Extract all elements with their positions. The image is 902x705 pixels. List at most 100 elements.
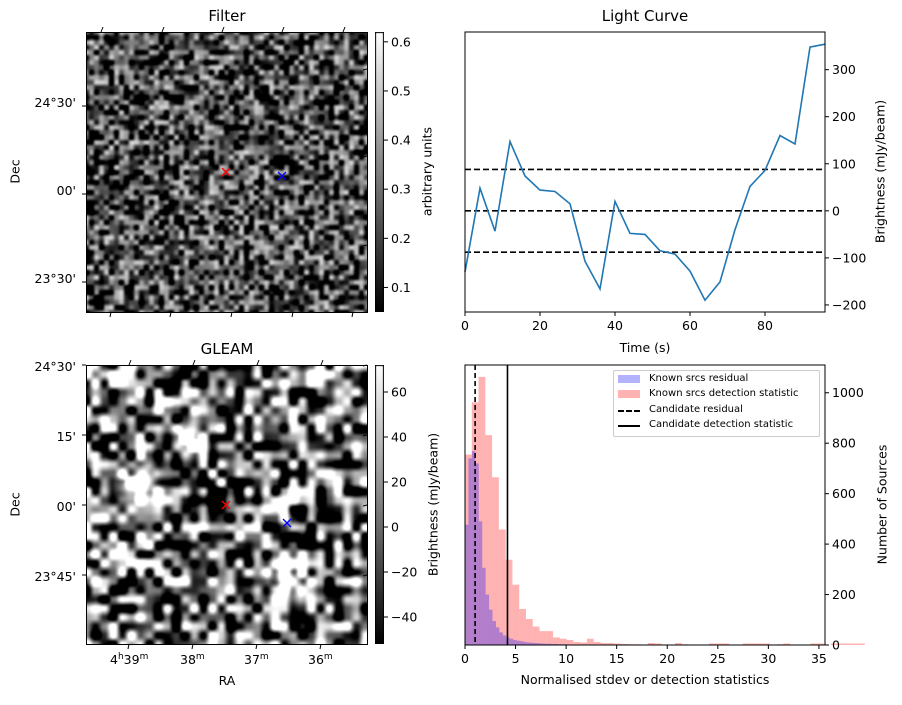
- gleam-ylabel: Dec: [8, 490, 23, 520]
- y-tick-label: −200: [832, 297, 866, 312]
- y-tick-label: 800: [832, 436, 856, 451]
- xtick-sup: m: [196, 652, 205, 662]
- x-tick-label: 10: [558, 651, 574, 666]
- y-tick-label: −100: [832, 250, 866, 265]
- x-tick-label: 5: [512, 651, 520, 666]
- residual-bar: [482, 568, 485, 645]
- residual-bar: [465, 525, 468, 645]
- y-tick-label: 1000: [832, 385, 864, 400]
- colorbar-tick-label: 0.5: [391, 83, 411, 98]
- residual-bar: [517, 641, 520, 645]
- detection-bar: [519, 609, 526, 645]
- detection-bar: [533, 627, 540, 645]
- legend-item: Candidate residual: [649, 404, 743, 415]
- axes-frame: [87, 366, 368, 645]
- detection-bar: [512, 585, 519, 645]
- detection-bar: [540, 631, 547, 645]
- tick-mark: [129, 360, 131, 365]
- y-tick-label: 200: [832, 587, 856, 602]
- tick-mark: [101, 27, 103, 32]
- tick-mark: [363, 435, 367, 436]
- colorbar-tick-label: 60: [391, 385, 407, 400]
- colorbar-tick-label: 0.6: [391, 34, 411, 49]
- residual-bar: [468, 458, 471, 645]
- legend-item: Candidate detection statistic: [649, 419, 793, 430]
- colorbar-tick-label: 0.4: [391, 133, 411, 148]
- detection-bar: [546, 631, 553, 645]
- tick-mark: [363, 245, 367, 246]
- histogram-ylabel: Number of Sources: [875, 435, 890, 575]
- residual-bar: [499, 632, 502, 645]
- gleam-ytick: 15': [57, 429, 76, 444]
- detection-bar: [858, 643, 865, 645]
- colorbar-tick-label: 0: [391, 520, 399, 535]
- x-tick-label: 25: [710, 651, 726, 666]
- tick-mark: [282, 27, 284, 32]
- gleam-title: GLEAM: [86, 340, 368, 358]
- detection-bar: [526, 619, 533, 645]
- residual-bar: [510, 639, 513, 645]
- lightcurve-ylabel: Brightness (mJy/beam): [873, 97, 888, 247]
- legend-swatch-detection: [618, 390, 640, 398]
- detection-bar: [499, 529, 506, 645]
- colorbar-tick-label: 40: [391, 430, 407, 445]
- filter-colorbar-label: arbitrary units: [420, 122, 435, 222]
- x-tick-label: 15: [609, 651, 625, 666]
- detection-bar: [844, 643, 851, 645]
- y-tick-label: 300: [832, 62, 856, 77]
- detection-bar: [587, 639, 594, 645]
- gleam-xtick: 38m: [180, 652, 205, 667]
- detection-bar: [506, 560, 513, 645]
- legend-item: Known srcs residual: [649, 373, 748, 384]
- xtick-part: 37: [244, 652, 260, 667]
- y-tick-label: 0: [832, 203, 840, 218]
- x-tick-label: 0: [461, 651, 469, 666]
- gleam-xtick: 4h39m: [110, 652, 148, 667]
- tick-mark: [363, 505, 367, 506]
- filter-ytick: 00': [57, 183, 76, 198]
- residual-bar: [489, 610, 492, 645]
- histogram-legend: Known srcs residual Known srcs detection…: [613, 370, 820, 437]
- residual-bar: [479, 521, 482, 645]
- colorbar-tick-label: 0.3: [391, 182, 411, 197]
- filter-frame: [86, 32, 386, 332]
- detection-bar: [560, 639, 567, 645]
- filter-ytick: 24°30': [35, 95, 77, 110]
- tick-mark: [343, 27, 345, 32]
- tick-mark: [363, 69, 367, 70]
- tick-mark: [321, 360, 323, 365]
- residual-bar: [493, 621, 496, 645]
- xtick-part: 39: [124, 652, 140, 667]
- xtick-sup: m: [324, 652, 333, 662]
- residual-bar: [496, 627, 499, 645]
- filter-ylabel: Dec: [8, 157, 23, 187]
- detection-bar: [553, 637, 560, 645]
- detection-bar: [492, 477, 499, 645]
- colorbar-tick-label: 0.1: [391, 280, 411, 295]
- gleam-frame: [86, 365, 386, 665]
- xtick-sup: m: [260, 652, 269, 662]
- tick-mark: [193, 360, 195, 365]
- colorbar-tick-label: 20: [391, 475, 407, 490]
- y-tick-label: 0: [832, 638, 840, 653]
- legend-item: Known srcs detection statistic: [649, 388, 798, 399]
- gleam-xtick: 36m: [308, 652, 333, 667]
- tick-mark: [257, 360, 259, 365]
- x-tick-label: 35: [811, 651, 827, 666]
- xtick-part: 36: [308, 652, 324, 667]
- legend-line-solid: [618, 425, 640, 427]
- histogram-xlabel: Normalised stdev or detection statistics: [465, 672, 825, 687]
- filter-title: Filter: [86, 7, 368, 25]
- y-tick-label: 200: [832, 109, 856, 124]
- x-tick-label: 20: [532, 318, 548, 333]
- gleam-xtick: 37m: [244, 652, 269, 667]
- tick-mark: [222, 27, 224, 32]
- lightcurve-title: Light Curve: [465, 7, 825, 25]
- xtick-sup: m: [140, 652, 149, 662]
- y-tick-label: 100: [832, 156, 856, 171]
- gleam-ytick: 23°45': [35, 569, 77, 584]
- gleam-xlabel: RA: [86, 673, 368, 688]
- colorbar-tick-label: 0.2: [391, 231, 411, 246]
- residual-bar: [503, 635, 506, 645]
